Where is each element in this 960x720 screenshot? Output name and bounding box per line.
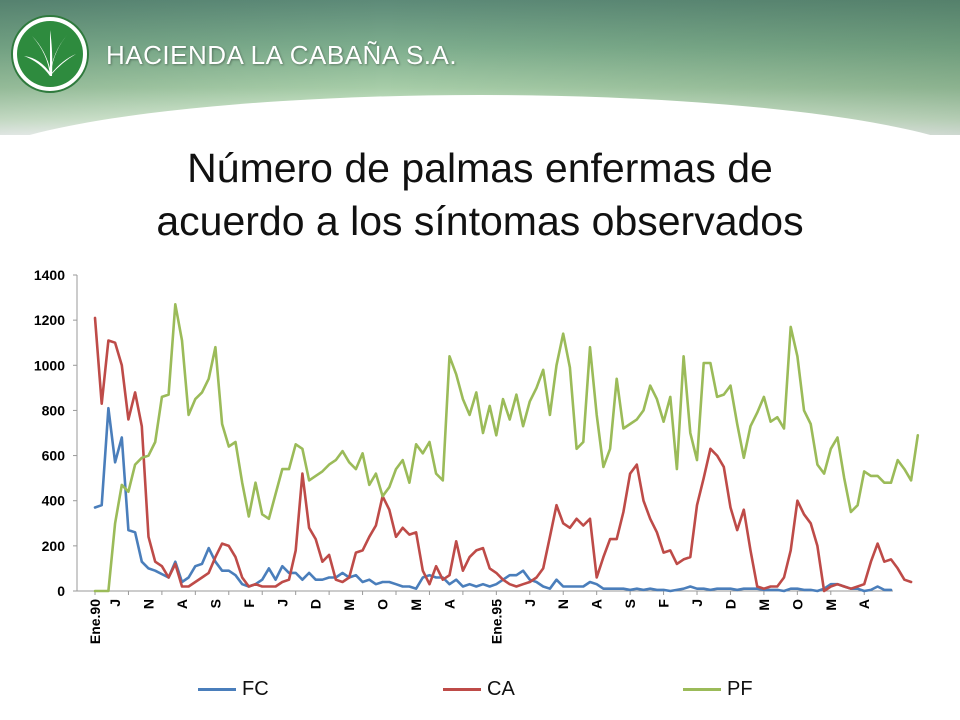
legend-label: PF [727,678,753,700]
legend-label: CA [487,678,515,700]
x-tick-label: F [656,599,672,608]
x-tick-label: J [107,599,123,607]
legend-item-pf: PF [683,678,753,701]
y-tick-label: 1400 [34,267,65,283]
x-tick-label: Ene.90 [87,599,103,644]
y-tick-label: 1200 [34,312,65,328]
y-tick-label: 800 [42,402,66,418]
x-tick-label: A [174,599,190,609]
x-tick-label: M [341,599,357,611]
x-tick-label: A [589,599,605,609]
y-tick-label: 1000 [34,357,65,373]
x-tick-label: S [622,599,638,608]
x-tick-label: D [722,599,738,609]
y-tick-label: 200 [42,538,66,554]
legend-swatch [198,688,236,691]
series-line-fc [93,406,893,593]
x-tick-label: M [408,599,424,611]
x-tick-label: S [207,599,223,608]
x-tick-label: O [789,599,805,610]
slide-title: Número de palmas enfermas de acuerdo a l… [0,142,960,248]
x-tick-label: J [274,599,290,607]
legend-swatch [443,688,481,691]
x-tick-label: M [756,599,772,611]
legend-item-ca: CA [443,678,515,701]
series-line-pf [93,302,920,593]
x-tick-label: J [522,599,538,607]
line-chart: 0 200 400 600 800 1000 1200 1400 Ene.90 J N A S F J D M O… [34,267,920,644]
brand-name: HACIENDA LA CABAÑA S.A. [106,40,458,70]
legend-item-fc: FC [198,678,269,701]
series-line-ca [93,316,913,593]
x-tick-label: N [141,599,157,609]
x-tick-label: O [375,599,391,610]
x-tick-label: N [555,599,571,609]
x-tick-label: J [689,599,705,607]
x-tick-label: F [241,599,257,608]
title-line-2: acuerdo a los síntomas observados [156,198,804,244]
legend-label: FC [242,678,269,700]
y-tick-label: 600 [42,448,66,464]
title-line-1: Número de palmas enfermas de [187,145,773,191]
palm-leaf-logo-icon [11,15,89,93]
header-banner: HACIENDA LA CABAÑA S.A. [0,0,960,135]
chart-legend: FC CA PF [0,678,960,702]
y-tick-label: 0 [57,583,65,599]
x-tick-label: D [308,599,324,609]
x-tick-label: Ene.95 [488,599,504,644]
x-tick-label: M [823,599,839,611]
legend-swatch [683,688,721,691]
y-tick-label: 400 [42,493,66,509]
x-tick-label: A [442,599,458,609]
x-tick-label: A [856,599,872,609]
